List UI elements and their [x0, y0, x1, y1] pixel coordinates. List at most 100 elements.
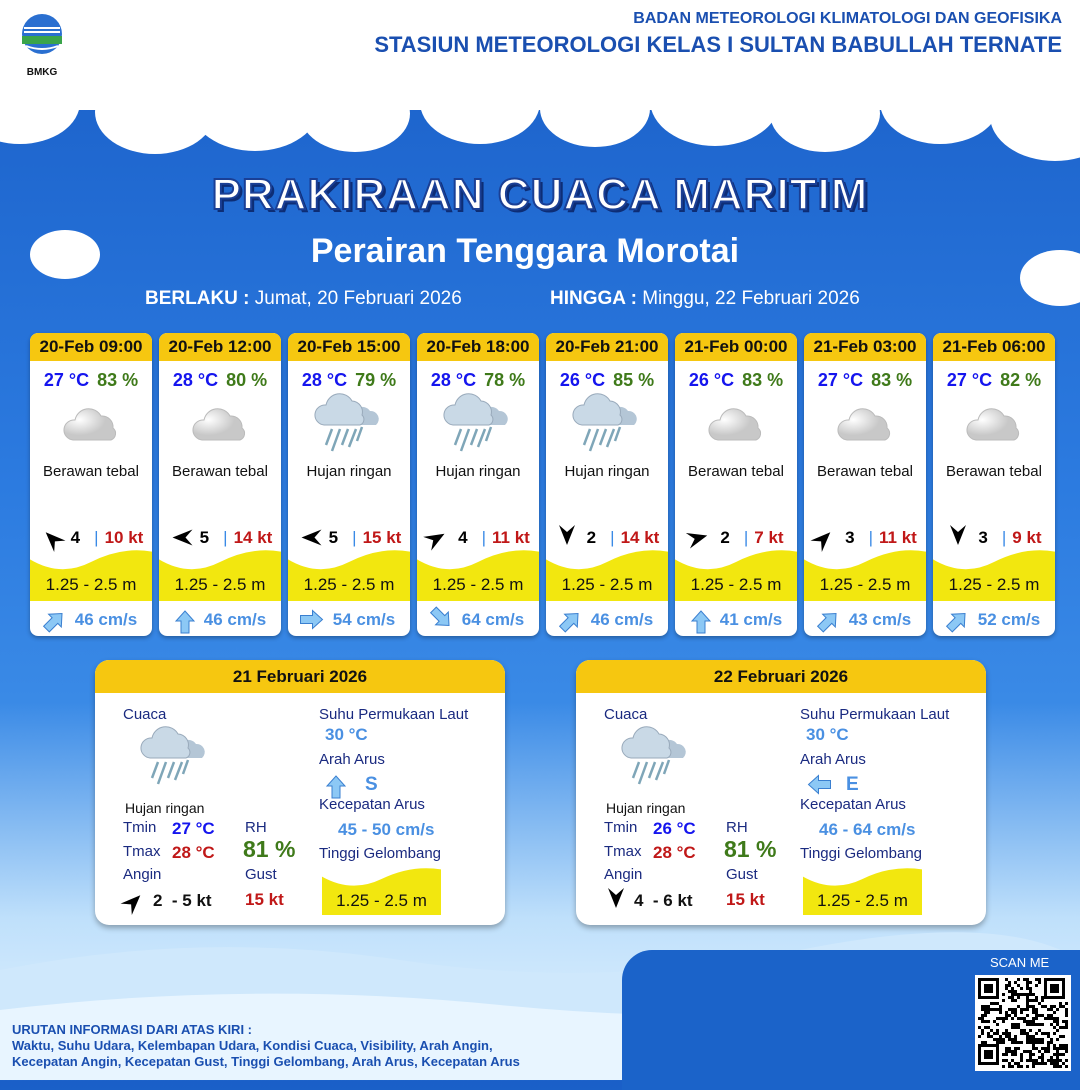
qr-module: [1041, 1041, 1044, 1044]
qr-module: [1014, 1038, 1017, 1041]
current-direction-icon: [174, 605, 196, 634]
qr-module: [1017, 993, 1020, 996]
qr-module: [1047, 1059, 1050, 1062]
humidity: 85 %: [613, 370, 655, 390]
qr-code[interactable]: [975, 975, 1071, 1071]
cloudy-icon: [159, 391, 281, 461]
wind-direction-icon: [420, 520, 457, 555]
sst-label: Suhu Permukaan Laut: [800, 706, 950, 723]
qr-module: [1029, 1029, 1032, 1032]
forecast-time: 20-Feb 21:00: [546, 333, 668, 361]
qr-module: [1032, 1044, 1035, 1047]
current-direction: E: [846, 773, 859, 795]
qr-module: [1023, 1017, 1026, 1020]
qr-module: [1053, 1026, 1056, 1029]
wind-direction-icon: [294, 526, 323, 550]
qr-module: [1050, 1056, 1053, 1059]
qr-module: [1062, 1044, 1065, 1047]
qr-module: [1020, 993, 1023, 996]
qr-module: [1044, 1047, 1047, 1050]
qr-module: [987, 1008, 990, 1011]
qr-module: [1020, 1017, 1023, 1020]
qr-module: [1059, 1044, 1062, 1047]
qr-module: [1014, 1041, 1017, 1044]
wind-range: 2 - 5 kt: [153, 890, 212, 910]
tmin-value: 27 °C: [172, 819, 215, 838]
qr-module: [1008, 1050, 1011, 1053]
qr-module: [996, 1023, 999, 1026]
qr-module: [1029, 1053, 1032, 1056]
qr-module: [1056, 1047, 1059, 1050]
qr-module: [1032, 1053, 1035, 1056]
qr-module: [1065, 1008, 1068, 1011]
qr-module: [1011, 993, 1014, 996]
qr-module: [1002, 1020, 1005, 1023]
qr-module: [1065, 1047, 1068, 1050]
forecast-time: 21-Feb 00:00: [675, 333, 797, 361]
qr-module: [996, 1038, 999, 1041]
wave-label: Tinggi Gelombang: [319, 845, 442, 862]
current-speed: 46 cm/s: [590, 609, 654, 629]
qr-module: [1002, 999, 1005, 1002]
qr-module: [987, 1026, 990, 1029]
qr-module: [1017, 1023, 1020, 1026]
forecast-card: 21-Feb 00:00 26 °C 83 % Berawan tebal 2 | 7…: [675, 333, 797, 636]
summary-date: 22 Februari 2026: [576, 660, 986, 693]
qr-module: [990, 1029, 993, 1032]
qr-module: [1053, 1011, 1056, 1014]
wind-speed: 4: [70, 527, 81, 547]
qr-module: [1035, 996, 1038, 999]
wave-height-value: 1.25 - 2.5 m: [690, 575, 782, 594]
gust-speed: 7 kt: [754, 527, 784, 547]
gust-speed: 14 kt: [233, 527, 273, 547]
qr-module: [1056, 1056, 1059, 1059]
qr-module: [1011, 999, 1014, 1002]
weather-condition: Hujan ringan: [435, 463, 521, 480]
qr-module: [1056, 1038, 1059, 1041]
qr-module: [1041, 1032, 1044, 1035]
qr-module: [1029, 1038, 1032, 1041]
humidity: 78 %: [484, 370, 526, 390]
qr-module: [1014, 1014, 1017, 1017]
wind-direction-icon: [806, 519, 843, 556]
qr-module: [1062, 1020, 1065, 1023]
cloud-shape: [300, 75, 410, 152]
qr-module: [1038, 1029, 1041, 1032]
gust-value: 15 kt: [726, 890, 765, 909]
current-speed-range: 46 - 64 cm/s: [819, 820, 916, 839]
qr-module: [981, 1032, 984, 1035]
qr-module: [1047, 1044, 1050, 1047]
cloud-shape: [770, 75, 880, 152]
current-speed: 46 cm/s: [74, 609, 138, 629]
air-temperature: 27 °C: [946, 370, 993, 390]
summary-weather: Hujan ringan: [125, 800, 205, 816]
qr-module: [990, 1035, 993, 1038]
wind-direction-icon: [165, 526, 194, 550]
gust-label: Gust: [726, 866, 758, 883]
tmin-label: Tmin: [604, 819, 638, 836]
qr-module: [984, 1014, 987, 1017]
qr-module: [987, 1020, 990, 1023]
qr-module: [984, 1020, 987, 1023]
current-speed: 41 cm/s: [719, 609, 783, 629]
rh-label: RH: [726, 819, 748, 836]
qr-module: [1038, 1056, 1041, 1059]
qr-module: [1053, 1044, 1056, 1047]
qr-module: [1047, 1047, 1050, 1050]
gust-speed: 14 kt: [620, 527, 660, 547]
wind-label: Angin: [123, 866, 162, 883]
qr-module: [1050, 1062, 1053, 1065]
qr-module: [1011, 1041, 1014, 1044]
wave-height-value: 1.25 - 2.5 m: [817, 891, 908, 910]
qr-module: [1002, 1041, 1005, 1044]
qr-finder: [1044, 978, 1065, 999]
forecast-card: 21-Feb 03:00 27 °C 83 % Berawan tebal 3 | 1…: [804, 333, 926, 636]
scan-me-label: SCAN ME: [990, 955, 1050, 970]
qr-module: [1056, 1065, 1059, 1068]
forecast-time: 20-Feb 15:00: [288, 333, 410, 361]
qr-module: [1008, 1047, 1011, 1050]
qr-module: [1041, 999, 1044, 1002]
weather-condition: Berawan tebal: [946, 463, 1042, 480]
qr-module: [1038, 1038, 1041, 1041]
qr-module: [1059, 1026, 1062, 1029]
